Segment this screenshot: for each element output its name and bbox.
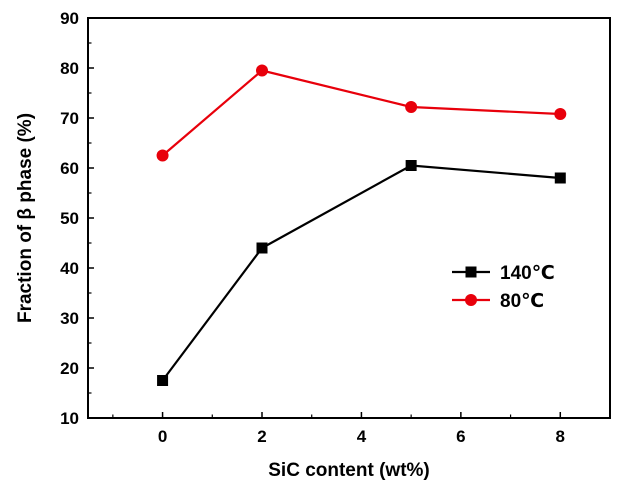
legend-label: 80℃ — [500, 291, 544, 312]
legend-marker — [465, 294, 477, 306]
series-group — [156, 64, 567, 386]
y-tick-label: 60 — [60, 159, 79, 178]
x-tick-label: 8 — [556, 427, 565, 446]
data-point — [554, 172, 566, 184]
y-axis-label: Fraction of β phase (%) — [15, 113, 36, 323]
data-point — [256, 242, 268, 254]
series-line — [161, 69, 561, 157]
data-point — [156, 149, 169, 162]
y-tick-label: 30 — [60, 309, 79, 328]
y-tick-label: 70 — [60, 109, 79, 128]
y-tick-label: 50 — [60, 209, 79, 228]
series-line — [161, 164, 561, 382]
y-tick-label: 10 — [60, 409, 79, 428]
x-tick-label: 6 — [456, 427, 465, 446]
data-point — [405, 160, 417, 171]
x-tick-label: 4 — [357, 427, 367, 446]
axis-ticks: 0 2 4 6 8 10 20 30 40 50 60 70 80 90 — [60, 9, 565, 446]
y-tick-label: 20 — [60, 359, 79, 378]
x-tick-label: 0 — [158, 427, 167, 446]
x-tick-label: 2 — [257, 427, 266, 446]
legend: 140℃ 80℃ — [452, 263, 555, 312]
data-point — [256, 64, 268, 77]
y-tick-label: 80 — [60, 59, 79, 78]
legend-marker — [465, 266, 477, 278]
x-axis-label: SiC content (wt%) — [268, 460, 430, 481]
data-point — [157, 375, 169, 386]
data-point — [405, 101, 418, 113]
plot-frame — [87, 17, 611, 419]
y-tick-label: 90 — [60, 9, 79, 28]
data-point — [554, 108, 567, 120]
y-tick-label: 40 — [60, 259, 79, 278]
legend-label: 140℃ — [500, 263, 555, 284]
